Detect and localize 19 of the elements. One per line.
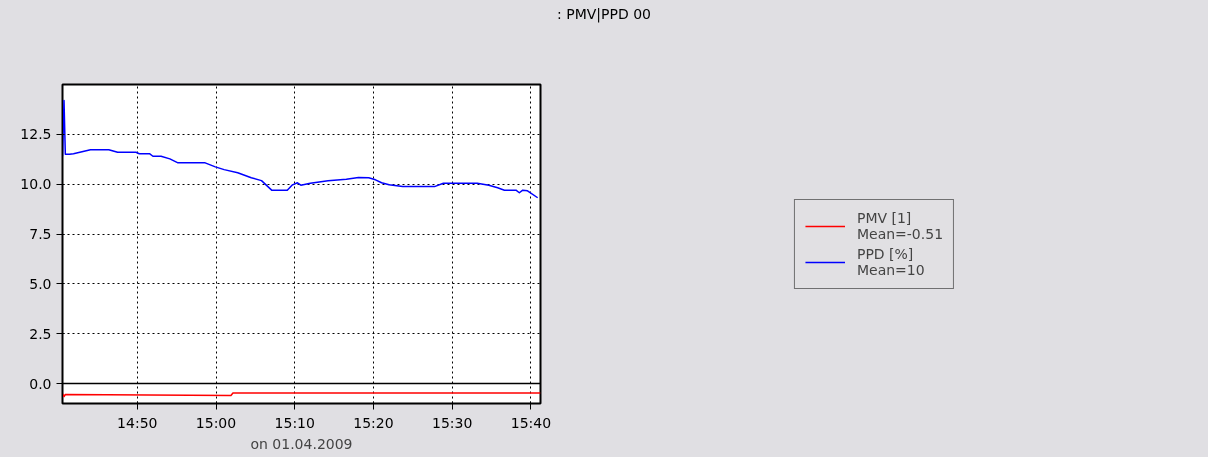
y-tick-label: 10.0 bbox=[20, 176, 52, 193]
text: : PMV|PPD 00 bbox=[557, 5, 651, 24]
text: Mean=10 bbox=[856, 261, 925, 278]
y-tick-label: 12.5 bbox=[20, 126, 52, 143]
x-tick-label: 15:10 bbox=[274, 414, 315, 431]
x-tick-label: 15:00 bbox=[195, 414, 237, 431]
y-tick-label: 0.0 bbox=[29, 375, 52, 392]
x-tick-label: 14:50 bbox=[117, 414, 158, 431]
legend-label: PPD [%] bbox=[856, 245, 914, 262]
x-tick-label: 15:30 bbox=[432, 414, 473, 431]
y-tick-label: 2.5 bbox=[29, 325, 52, 342]
y-tick-label: 7.5 bbox=[29, 226, 52, 243]
x-axis-title: on 01.04.2009 bbox=[250, 435, 353, 452]
line-series bbox=[62, 99, 539, 199]
text: Mean=-0.51 bbox=[856, 225, 944, 242]
y-tick-label: 5.0 bbox=[29, 275, 52, 292]
legend-label: PMV [1] bbox=[856, 209, 912, 226]
x-tick-label: 15:40 bbox=[510, 414, 552, 431]
x-tick-label: 15:20 bbox=[353, 414, 394, 431]
